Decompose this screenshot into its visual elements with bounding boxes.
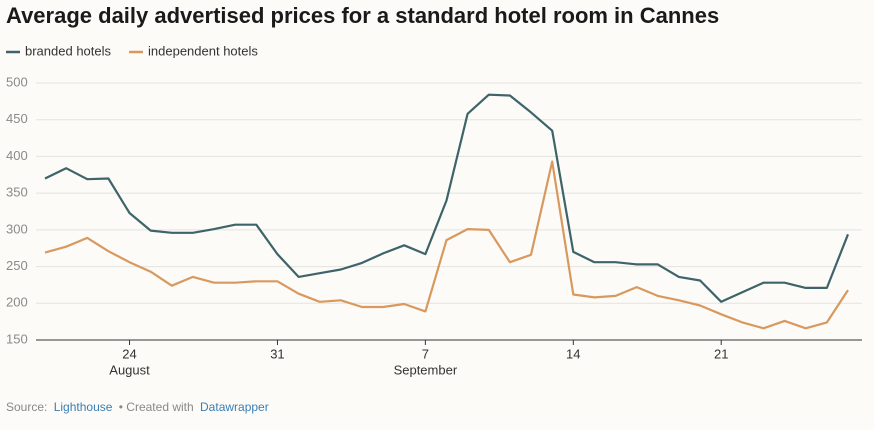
y-tick-label: 500 <box>6 74 28 89</box>
y-tick-label: 300 <box>6 221 28 236</box>
y-tick-label: 150 <box>6 331 28 346</box>
legend-label: branded hotels <box>25 43 112 58</box>
tool-link[interactable]: Datawrapper <box>200 400 269 414</box>
y-tick-label: 200 <box>6 295 28 310</box>
series-line <box>44 160 849 330</box>
x-tick-label: 7 <box>422 346 429 361</box>
x-tick-label: 14 <box>566 346 580 361</box>
y-tick-label: 250 <box>6 258 28 273</box>
x-tick-label: 31 <box>270 346 284 361</box>
x-month-label: September <box>394 362 458 377</box>
source-label: Source: <box>6 400 47 414</box>
source-link[interactable]: Lighthouse <box>54 400 113 414</box>
y-tick-label: 400 <box>6 148 28 163</box>
y-tick-label: 350 <box>6 185 28 200</box>
legend-label: independent hotels <box>148 43 258 58</box>
x-tick-label: 24 <box>122 346 136 361</box>
x-tick-label: 21 <box>714 346 728 361</box>
chart-title: Average daily advertised prices for a st… <box>6 3 719 28</box>
source-line: Source: Lighthouse • Created with Datawr… <box>6 400 269 414</box>
credit-text: • Created with <box>119 400 194 414</box>
y-tick-label: 450 <box>6 111 28 126</box>
series-line <box>44 93 850 303</box>
x-month-label: August <box>109 362 150 377</box>
